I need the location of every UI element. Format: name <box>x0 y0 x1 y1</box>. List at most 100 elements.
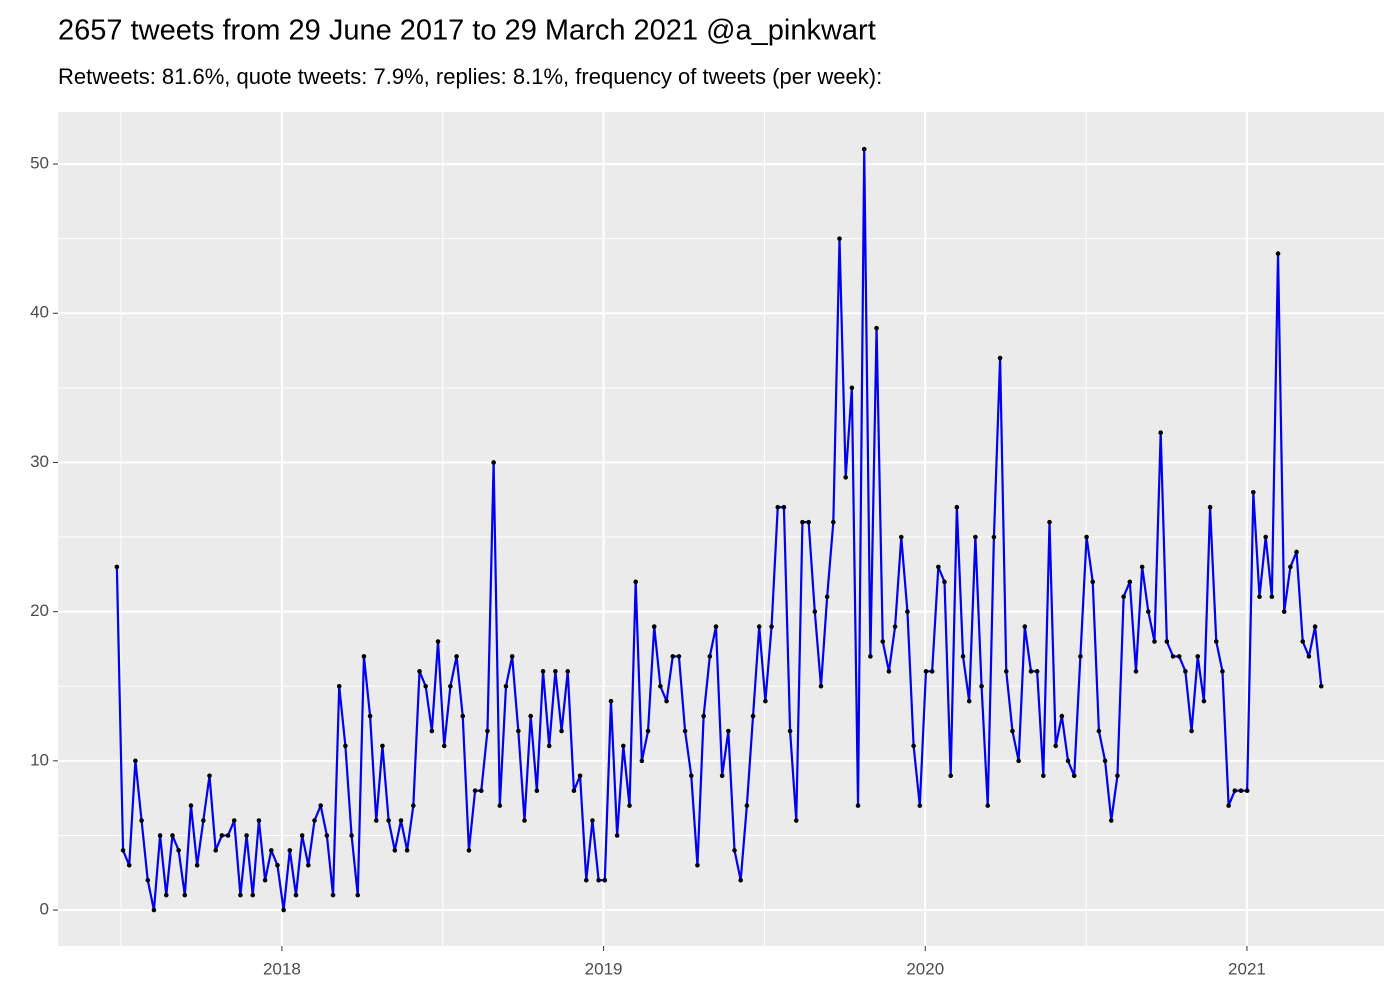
data-point <box>1275 251 1281 256</box>
data-point <box>188 803 194 808</box>
data-point <box>244 833 249 838</box>
data-point <box>231 818 237 823</box>
data-point <box>1139 564 1145 570</box>
data-point <box>831 519 836 525</box>
series-line <box>115 148 1323 912</box>
data-point <box>373 818 379 823</box>
y-tick-label: 20 <box>30 601 49 620</box>
data-point <box>855 803 861 808</box>
data-point <box>793 818 799 823</box>
data-point <box>621 743 626 749</box>
data-point <box>318 803 323 808</box>
data-point <box>219 833 225 838</box>
data-point <box>1288 564 1293 570</box>
data-point <box>843 475 848 480</box>
data-point <box>1053 743 1058 749</box>
data-point <box>682 728 688 734</box>
data-point <box>386 818 391 823</box>
data-point <box>719 773 725 779</box>
data-point <box>658 683 663 689</box>
data-point <box>1041 773 1046 779</box>
data-point <box>590 818 595 823</box>
data-point <box>1294 549 1299 555</box>
data-point <box>497 803 503 808</box>
data-point <box>1047 519 1052 525</box>
data-point <box>1022 624 1028 629</box>
data-point <box>849 385 855 391</box>
data-point <box>1257 594 1262 600</box>
data-point <box>886 669 892 674</box>
data-point <box>979 683 984 689</box>
data-point <box>948 773 953 779</box>
data-point <box>1059 713 1065 719</box>
data-point <box>472 788 478 793</box>
data-point <box>608 698 614 704</box>
data-point <box>343 743 348 749</box>
data-point <box>312 818 317 823</box>
data-point <box>1146 609 1151 614</box>
data-point <box>516 728 521 734</box>
data-point <box>954 504 960 510</box>
data-point <box>1078 654 1083 659</box>
data-point <box>1201 698 1207 704</box>
data-point <box>639 758 645 764</box>
data-point <box>707 654 713 659</box>
data-point <box>293 892 299 898</box>
data-point <box>880 639 886 644</box>
data-point <box>670 654 676 659</box>
data-point <box>491 460 496 465</box>
data-point <box>163 892 169 898</box>
data-point <box>336 683 342 689</box>
data-point <box>1121 594 1126 600</box>
data-point <box>991 534 997 540</box>
data-point <box>688 773 694 779</box>
data-point <box>602 877 608 883</box>
data-point <box>1028 669 1034 674</box>
data-point <box>923 669 929 674</box>
data-point <box>404 848 410 853</box>
data-point <box>596 877 601 883</box>
data-point <box>423 683 428 689</box>
data-point <box>1244 788 1250 793</box>
data-point <box>559 728 564 734</box>
data-point <box>824 594 830 600</box>
data-point <box>1238 788 1244 793</box>
data-point <box>787 728 793 734</box>
data-point <box>485 728 490 734</box>
data-point <box>651 624 657 629</box>
data-point <box>299 833 305 838</box>
data-point <box>306 862 311 868</box>
data-point <box>614 833 620 838</box>
data-point <box>812 609 818 614</box>
data-point <box>355 892 361 898</box>
data-point <box>1164 639 1170 644</box>
data-point <box>806 519 811 525</box>
data-point <box>250 892 256 898</box>
data-point <box>633 579 638 585</box>
data-point <box>898 534 904 540</box>
data-point <box>367 713 373 719</box>
data-point <box>553 669 558 674</box>
data-point <box>1183 669 1188 674</box>
data-point <box>732 848 737 853</box>
data-point <box>1176 654 1182 659</box>
data-point <box>454 654 459 659</box>
data-point <box>627 803 632 808</box>
data-point <box>775 504 781 510</box>
data-point <box>713 624 719 629</box>
data-point <box>868 654 873 659</box>
data-point <box>1096 728 1102 734</box>
data-point <box>1312 624 1318 629</box>
data-point <box>997 355 1003 361</box>
data-point <box>861 146 867 152</box>
data-point <box>133 758 138 764</box>
data-point <box>429 728 435 734</box>
data-point <box>750 713 756 719</box>
data-point <box>874 325 879 331</box>
data-point <box>892 624 898 629</box>
data-point <box>262 877 268 883</box>
data-point <box>139 818 144 823</box>
data-point <box>695 862 700 868</box>
data-point <box>466 848 472 853</box>
data-point <box>1213 639 1219 644</box>
